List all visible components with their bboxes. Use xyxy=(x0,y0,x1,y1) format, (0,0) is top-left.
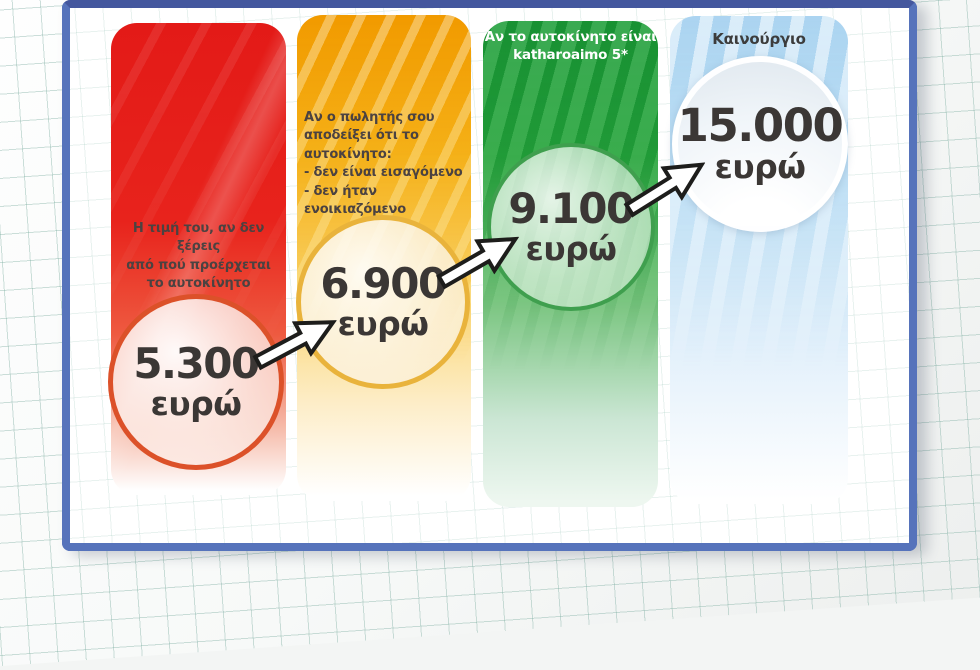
infographic-card: Η τιμή του, αν δεν ξέρεις από πού προέρχ… xyxy=(62,0,917,551)
price-value: 15.000 xyxy=(677,98,844,152)
card-inner: Η τιμή του, αν δεν ξέρεις από πού προέρχ… xyxy=(70,8,909,543)
price-value: 5.300 xyxy=(133,339,260,389)
price-increase-arrow-icon xyxy=(252,320,338,371)
note-seller-proof: Αν ο πωλητής σου αποδείξει ότι το αυτοκί… xyxy=(304,110,463,218)
price-currency: ευρώ xyxy=(337,303,429,343)
note-certified-clean: Αν το αυτοκίνητο είναι katharoaimo 5* xyxy=(484,29,657,64)
note-new-car: Καινούργιο xyxy=(712,30,806,48)
price-currency: ευρώ xyxy=(714,147,806,187)
price-bubble-new-car: 15.000 ευρώ xyxy=(672,56,848,232)
price-value: 6.900 xyxy=(320,259,447,309)
price-bubble-seller-proof: 6.900 ευρώ xyxy=(296,215,470,389)
price-value: 9.100 xyxy=(508,184,635,234)
price-increase-arrow-icon xyxy=(623,162,706,218)
price-currency: ευρώ xyxy=(150,383,242,423)
price-increase-arrow-icon xyxy=(436,236,520,290)
note-unknown-origin: Η τιμή του, αν δεν ξέρεις από πού προέρχ… xyxy=(126,221,271,292)
price-bubble-certified-clean: 9.100 ευρώ xyxy=(487,143,655,311)
price-bubble-unknown-origin: 5.300 ευρώ xyxy=(108,294,284,470)
price-currency: ευρώ xyxy=(525,228,617,268)
